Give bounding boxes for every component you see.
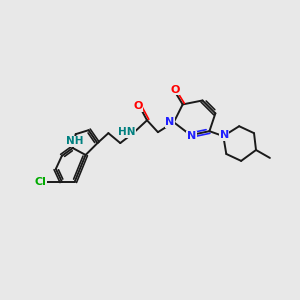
Text: N: N (165, 117, 174, 127)
Text: Cl: Cl (34, 177, 46, 187)
Text: NH: NH (66, 136, 83, 146)
Text: HN: HN (118, 127, 136, 137)
Text: N: N (220, 130, 229, 140)
Text: O: O (134, 101, 143, 111)
Text: N: N (187, 131, 196, 141)
Text: O: O (170, 85, 179, 94)
